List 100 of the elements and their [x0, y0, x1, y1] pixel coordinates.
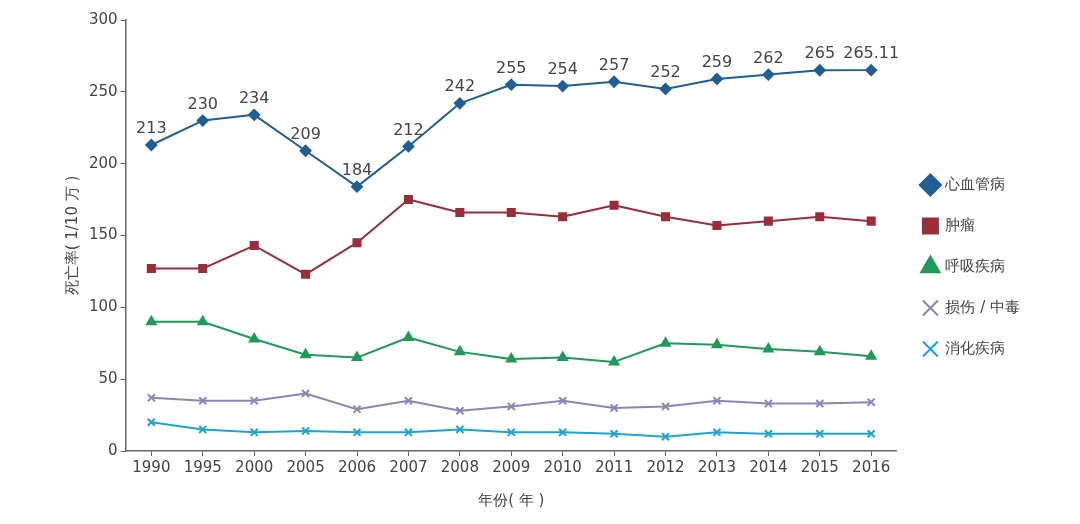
point [506, 427, 516, 437]
point [249, 241, 259, 251]
data-label: 265.11 [843, 43, 900, 63]
y-axis-title: 死亡率( 1/10 万 ) [62, 175, 81, 296]
point [506, 207, 516, 218]
point [455, 424, 465, 434]
x-tick-label: 2012 [646, 457, 685, 476]
point [660, 337, 671, 347]
point [403, 396, 413, 406]
point [609, 403, 619, 413]
point [198, 424, 208, 434]
point [865, 350, 877, 360]
y-tick-label: 0 [108, 440, 118, 459]
point [403, 331, 414, 341]
legend-label: 消化疾病 [945, 338, 1006, 357]
point [558, 396, 568, 406]
point [814, 345, 826, 356]
point [866, 429, 876, 439]
point [813, 64, 826, 77]
point [146, 393, 156, 403]
point [248, 332, 260, 343]
point [608, 75, 621, 88]
legend-label: 呼吸疾病 [945, 256, 1006, 275]
point [556, 80, 569, 93]
y-tick-label: 50 [98, 369, 118, 388]
point [146, 264, 156, 274]
point [710, 72, 723, 85]
point [815, 429, 825, 439]
point [146, 417, 156, 427]
data-label: 255 [496, 57, 527, 77]
x-tick-label: 1995 [183, 457, 222, 476]
point [712, 427, 722, 437]
point [351, 351, 363, 362]
data-label: 234 [238, 87, 270, 107]
point [609, 200, 619, 210]
point [455, 406, 465, 416]
point [198, 396, 208, 406]
point [455, 207, 465, 218]
point [763, 343, 774, 353]
data-label: 212 [393, 119, 424, 139]
point [402, 140, 415, 153]
data-label: 242 [444, 76, 476, 96]
point [557, 351, 569, 362]
point [609, 429, 619, 439]
point [763, 216, 773, 226]
x-tick-label: 2011 [595, 457, 634, 476]
data-label: 259 [701, 52, 733, 72]
point [763, 399, 773, 409]
x-tick-label: 2006 [337, 457, 377, 476]
x-tick-label: 1990 [132, 457, 171, 476]
point [711, 338, 723, 349]
data-label: 209 [290, 123, 321, 143]
point [301, 269, 311, 279]
data-label: 262 [753, 47, 784, 67]
point [197, 315, 209, 326]
data-label: 257 [598, 54, 630, 74]
point [866, 216, 876, 226]
point [712, 220, 722, 230]
point [454, 345, 466, 356]
point [506, 401, 516, 411]
y-tick-label: 300 [88, 9, 118, 28]
point [763, 429, 773, 439]
point [558, 212, 568, 222]
point [505, 78, 518, 91]
x-tick-label: 2000 [235, 457, 274, 476]
point [660, 401, 671, 411]
point [505, 353, 517, 363]
x-tick-label: 2009 [492, 457, 531, 476]
point [660, 432, 671, 442]
x-tick-label: 2005 [286, 457, 325, 476]
point [866, 397, 876, 407]
point [865, 64, 878, 77]
y-tick-label: 100 [88, 297, 118, 316]
point [403, 195, 413, 205]
data-label: 230 [187, 93, 219, 113]
point [608, 355, 620, 366]
point [352, 404, 362, 414]
x-tick-label: 2010 [543, 457, 582, 476]
legend-label: 肿瘤 [945, 215, 976, 234]
x-tick-label: 2016 [852, 457, 891, 476]
point [146, 315, 157, 326]
x-tick-label: 2008 [440, 457, 479, 476]
point [815, 212, 825, 222]
point [403, 427, 413, 437]
point [249, 396, 259, 406]
point [248, 108, 261, 121]
data-label: 265 [804, 43, 836, 63]
x-tick-label: 2007 [389, 457, 428, 476]
point [196, 114, 209, 127]
legend-label: 损伤 / 中毒 [945, 297, 1020, 316]
point [815, 399, 825, 409]
point [712, 396, 722, 406]
point [352, 427, 362, 437]
legend-label: 心血管病 [944, 174, 1006, 193]
data-label: 254 [547, 59, 578, 79]
point [659, 82, 672, 95]
y-tick-label: 150 [88, 225, 118, 244]
point [145, 138, 158, 151]
data-label: 213 [136, 118, 167, 138]
point [352, 238, 362, 248]
